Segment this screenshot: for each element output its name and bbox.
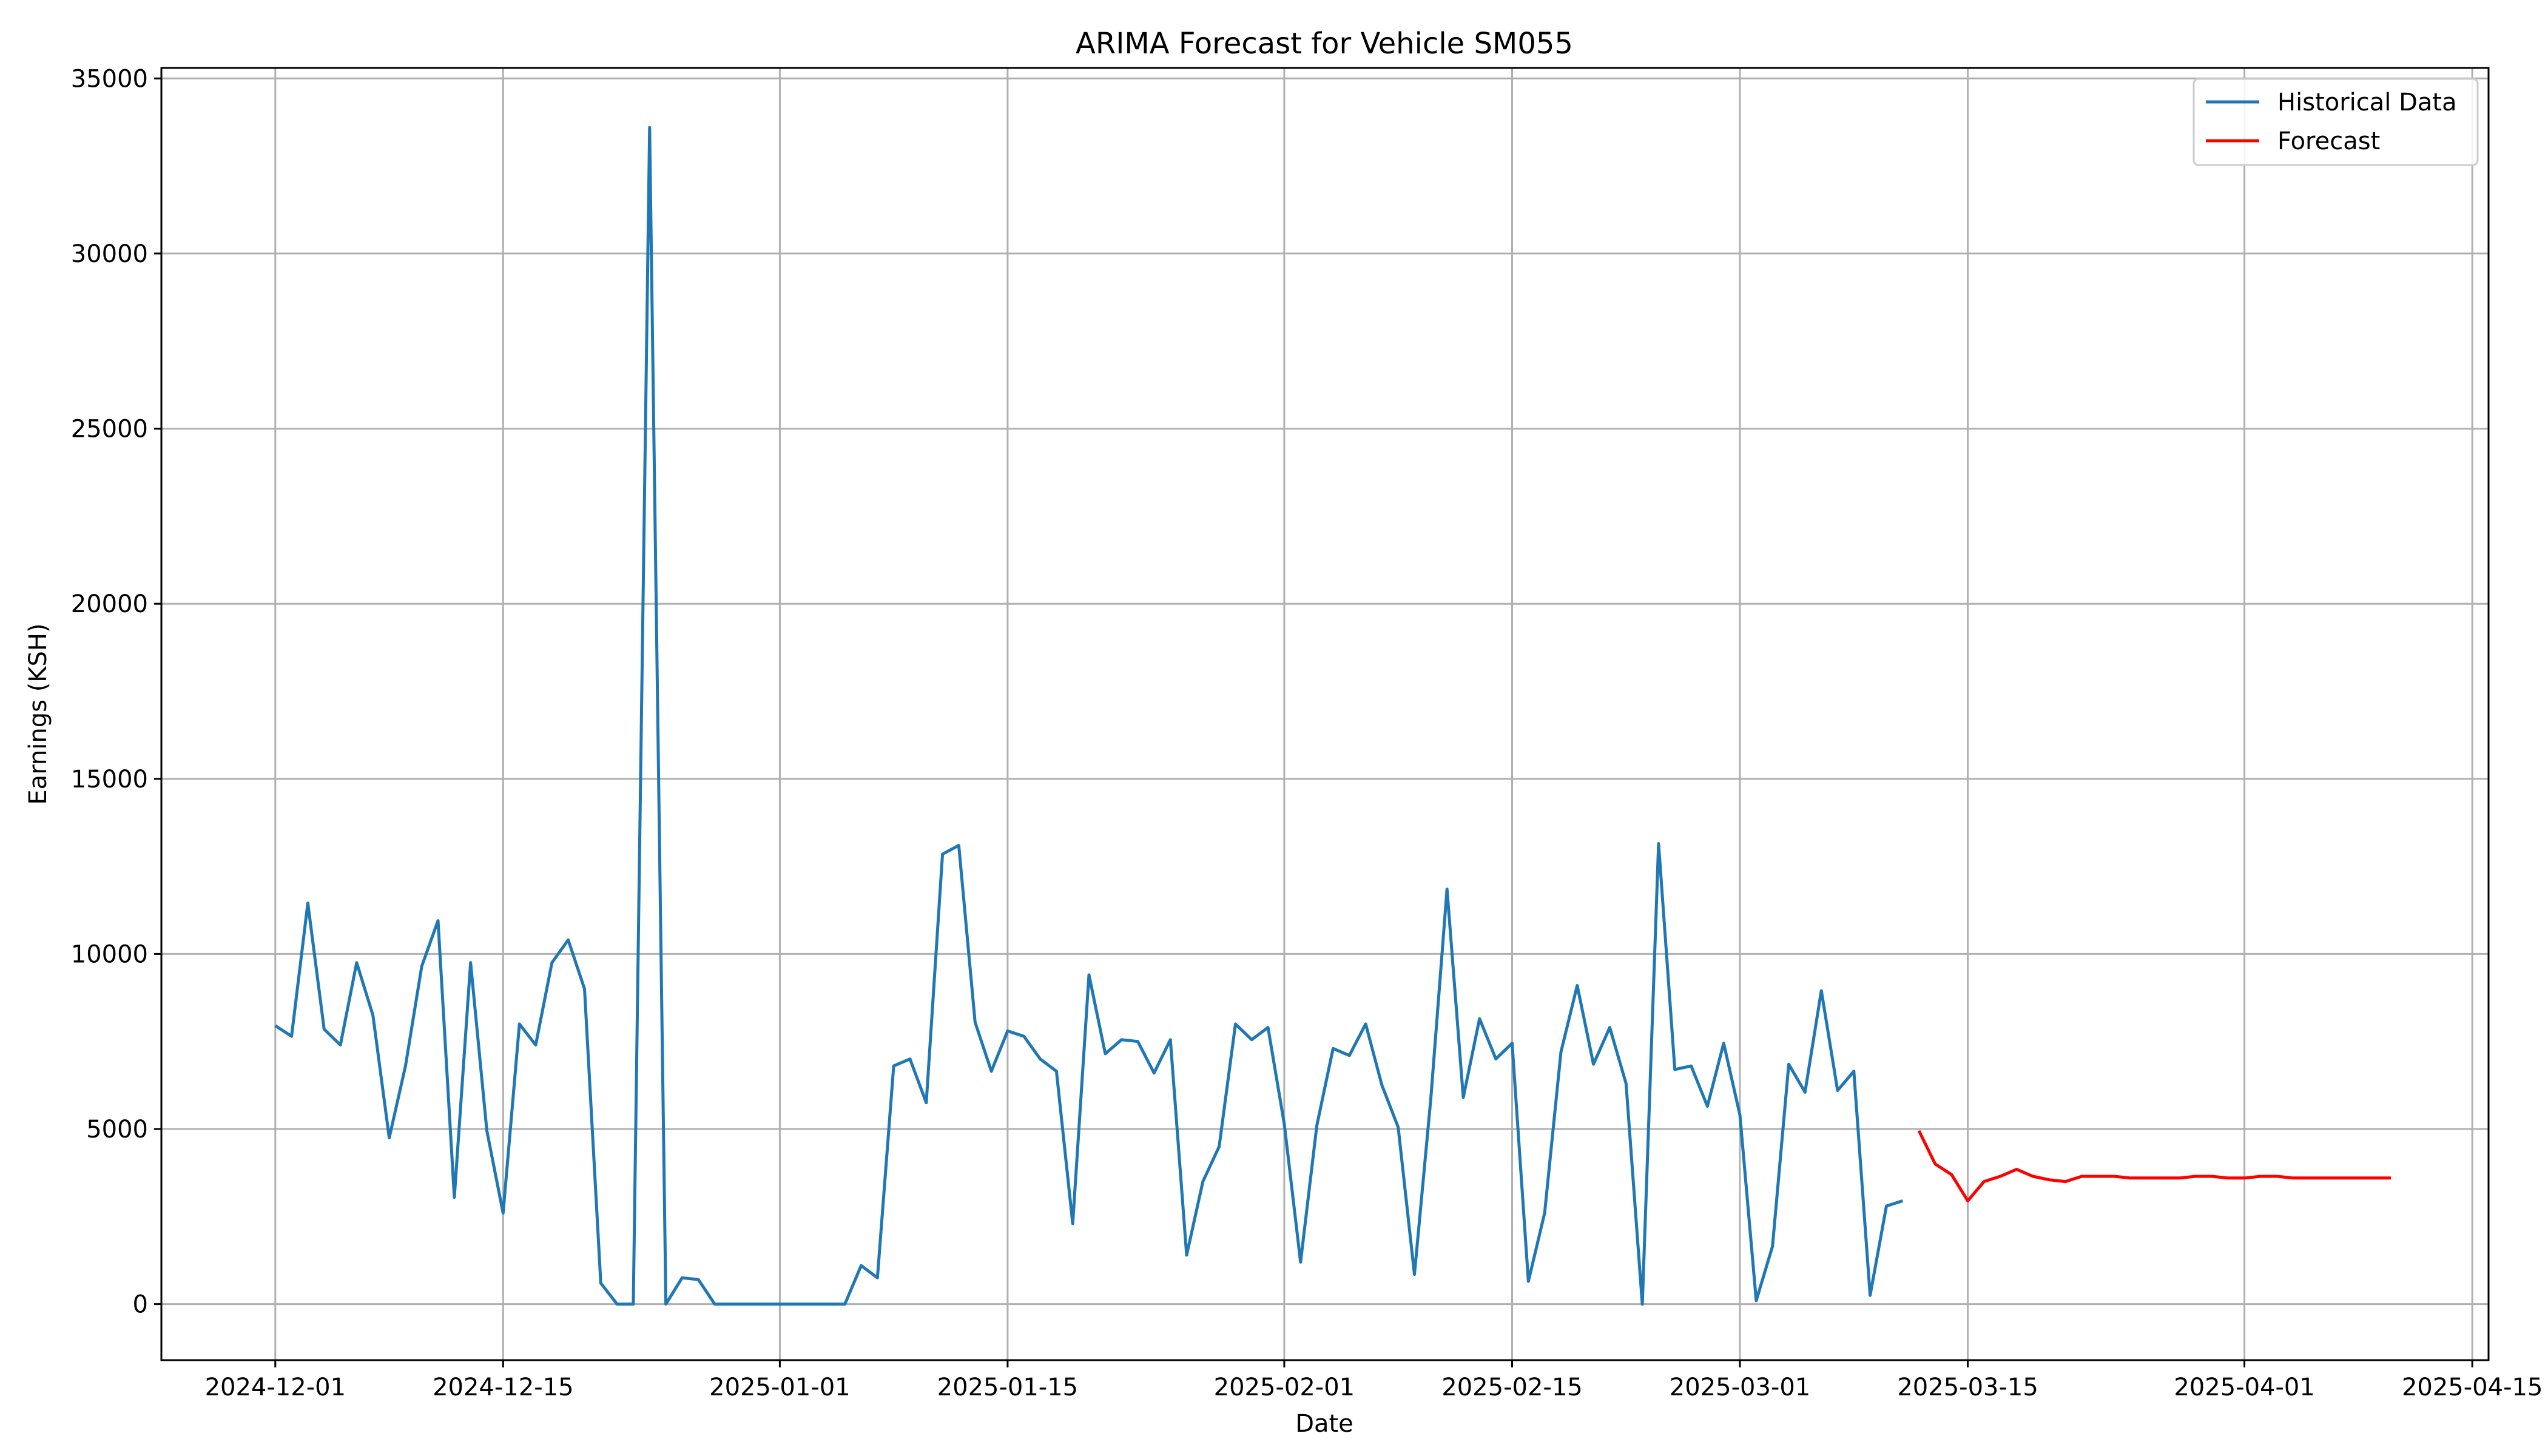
data-point [975,1022,976,1023]
y-tick-label: 15000 [71,766,148,794]
data-point [2114,1176,2115,1177]
data-point [551,962,552,963]
x-tick-label: 2025-04-01 [2174,1373,2314,1401]
data-point [1268,1027,1269,1028]
data-point [1674,1069,1675,1070]
y-tick-label: 25000 [71,416,148,443]
x-tick-label: 2025-02-01 [1214,1373,1355,1401]
x-tick-label: 2024-12-15 [433,1373,573,1401]
grid [161,68,2489,1360]
data-point [2212,1176,2213,1177]
legend-box [2192,78,2479,166]
data-point [2065,1181,2066,1182]
plot-frame [160,67,2490,1361]
y-tick-label: 0 [133,1291,148,1319]
data-point [1463,1097,1464,1098]
x-axis: 2024-12-01 2024-12-15 2025-01-01 2025-01-15… [205,1360,2543,1401]
data-point [1316,1125,1317,1126]
legend-label-historical: Historical Data [2277,89,2457,116]
x-tick-label: 2024-12-01 [205,1373,346,1401]
data-point [1089,975,1090,976]
legend-label-forecast: Forecast [2277,127,2380,155]
data-point [1658,843,1659,844]
data-point [1561,1052,1562,1053]
data-point [1740,1114,1741,1115]
series-line-historical-data [274,126,1904,1306]
data-point [438,920,439,921]
data-point [1788,1064,1789,1065]
data-point [1528,1281,1529,1282]
x-tick-label: 2025-03-15 [1897,1373,2038,1401]
x-axis-label: Date [1295,1410,1353,1438]
x-tick-label: 2025-01-01 [709,1373,850,1401]
data-point [1772,1246,1773,1247]
data-point [2032,1176,2033,1177]
data-point [1235,1023,1236,1024]
data-point [2081,1176,2082,1177]
x-tick-label: 2025-04-15 [2402,1373,2543,1401]
y-tick-label: 20000 [71,590,148,618]
data-point [1414,1274,1415,1275]
series-line-forecast [1917,1130,2391,1202]
data-point [356,962,357,963]
data-point [470,962,471,963]
y-tick-label: 10000 [71,940,148,968]
series-layer [274,126,2391,1306]
series-historical-data [274,126,1904,1306]
y-tick-label: 5000 [86,1116,148,1144]
data-point [649,127,650,128]
data-point [1023,1036,1024,1037]
data-point [405,1066,406,1067]
y-axis-label: Earnings (KSH) [24,623,52,804]
chart-title: ARIMA Forecast for Vehicle SM055 [1076,27,1573,61]
x-tick-label: 2025-02-15 [1441,1373,1582,1401]
data-point [1202,1181,1203,1182]
series-forecast [1917,1130,2391,1202]
data-point [372,1015,373,1016]
data-point [1707,1106,1708,1107]
legend: Historical Data Forecast [2192,78,2479,166]
data-point [1349,1055,1350,1056]
data-point [519,1023,520,1024]
data-point [2000,1176,2001,1177]
y-axis: 0 5000 10000 15000 20000 25000 30000 35000 [71,65,161,1319]
y-tick-label: 30000 [71,240,148,268]
data-point [1593,1064,1594,1065]
data-point [2260,1176,2261,1177]
data-point [324,1029,325,1030]
data-point [1886,1206,1887,1207]
x-tick-label: 2025-03-01 [1670,1373,1810,1401]
y-tick-label: 35000 [71,65,148,93]
data-point [1170,1039,1171,1040]
data-point [1121,1039,1122,1040]
x-tick-label: 2025-01-15 [937,1373,1078,1401]
data-point [698,1279,699,1280]
data-point [291,1036,292,1037]
data-point [1609,1027,1610,1028]
